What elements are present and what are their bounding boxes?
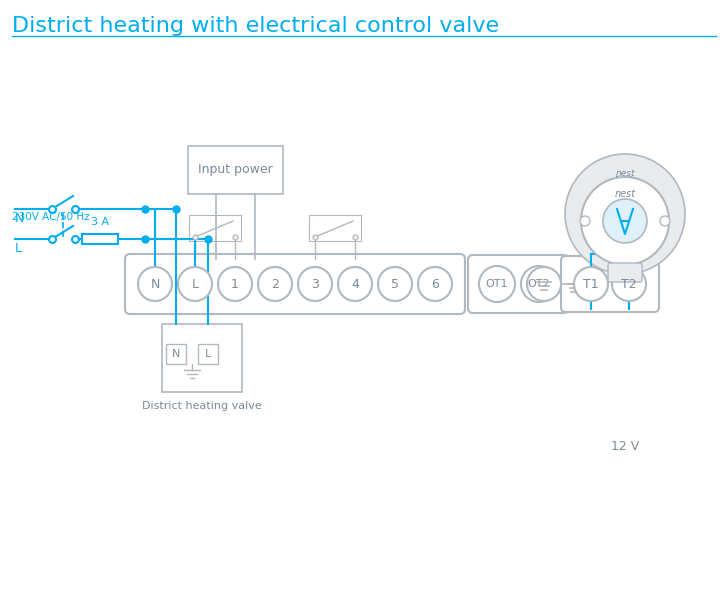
FancyBboxPatch shape [198, 344, 218, 364]
Circle shape [565, 154, 685, 274]
Text: 4: 4 [351, 277, 359, 290]
Circle shape [378, 267, 412, 301]
Text: T1: T1 [583, 277, 599, 290]
Circle shape [178, 267, 212, 301]
Circle shape [258, 267, 292, 301]
Bar [82, 234, 118, 244]
Circle shape [521, 266, 557, 302]
Text: Input power: Input power [198, 163, 273, 176]
Circle shape [218, 267, 252, 301]
Text: N: N [150, 277, 159, 290]
Text: N: N [15, 213, 24, 226]
Text: 12 V: 12 V [611, 440, 639, 453]
Text: L: L [191, 277, 199, 290]
FancyBboxPatch shape [561, 256, 659, 312]
Text: 3 A: 3 A [91, 217, 109, 227]
Text: L: L [205, 349, 211, 359]
Circle shape [603, 199, 647, 243]
Text: OT2: OT2 [528, 279, 550, 289]
Circle shape [527, 267, 561, 301]
Circle shape [479, 266, 515, 302]
Text: nest: nest [615, 169, 635, 179]
Text: District heating valve: District heating valve [142, 401, 262, 411]
Text: L: L [15, 242, 22, 255]
FancyBboxPatch shape [608, 263, 642, 282]
Circle shape [581, 177, 669, 265]
Text: 230V AC/50 Hz: 230V AC/50 Hz [12, 212, 90, 222]
Circle shape [338, 267, 372, 301]
FancyBboxPatch shape [468, 255, 568, 313]
Circle shape [660, 216, 670, 226]
FancyBboxPatch shape [162, 324, 242, 392]
Text: OT1: OT1 [486, 279, 508, 289]
Circle shape [580, 216, 590, 226]
Circle shape [138, 267, 172, 301]
Text: District heating with electrical control valve: District heating with electrical control… [12, 16, 499, 36]
Text: 1: 1 [231, 277, 239, 290]
Circle shape [612, 267, 646, 301]
FancyBboxPatch shape [125, 254, 465, 314]
Text: N: N [172, 349, 181, 359]
Text: 3: 3 [311, 277, 319, 290]
Circle shape [298, 267, 332, 301]
FancyBboxPatch shape [166, 344, 186, 364]
Text: 2: 2 [271, 277, 279, 290]
Circle shape [418, 267, 452, 301]
Text: 6: 6 [431, 277, 439, 290]
Text: nest: nest [614, 189, 636, 199]
Text: 5: 5 [391, 277, 399, 290]
FancyBboxPatch shape [188, 146, 283, 194]
Text: T2: T2 [621, 277, 637, 290]
Circle shape [574, 267, 608, 301]
